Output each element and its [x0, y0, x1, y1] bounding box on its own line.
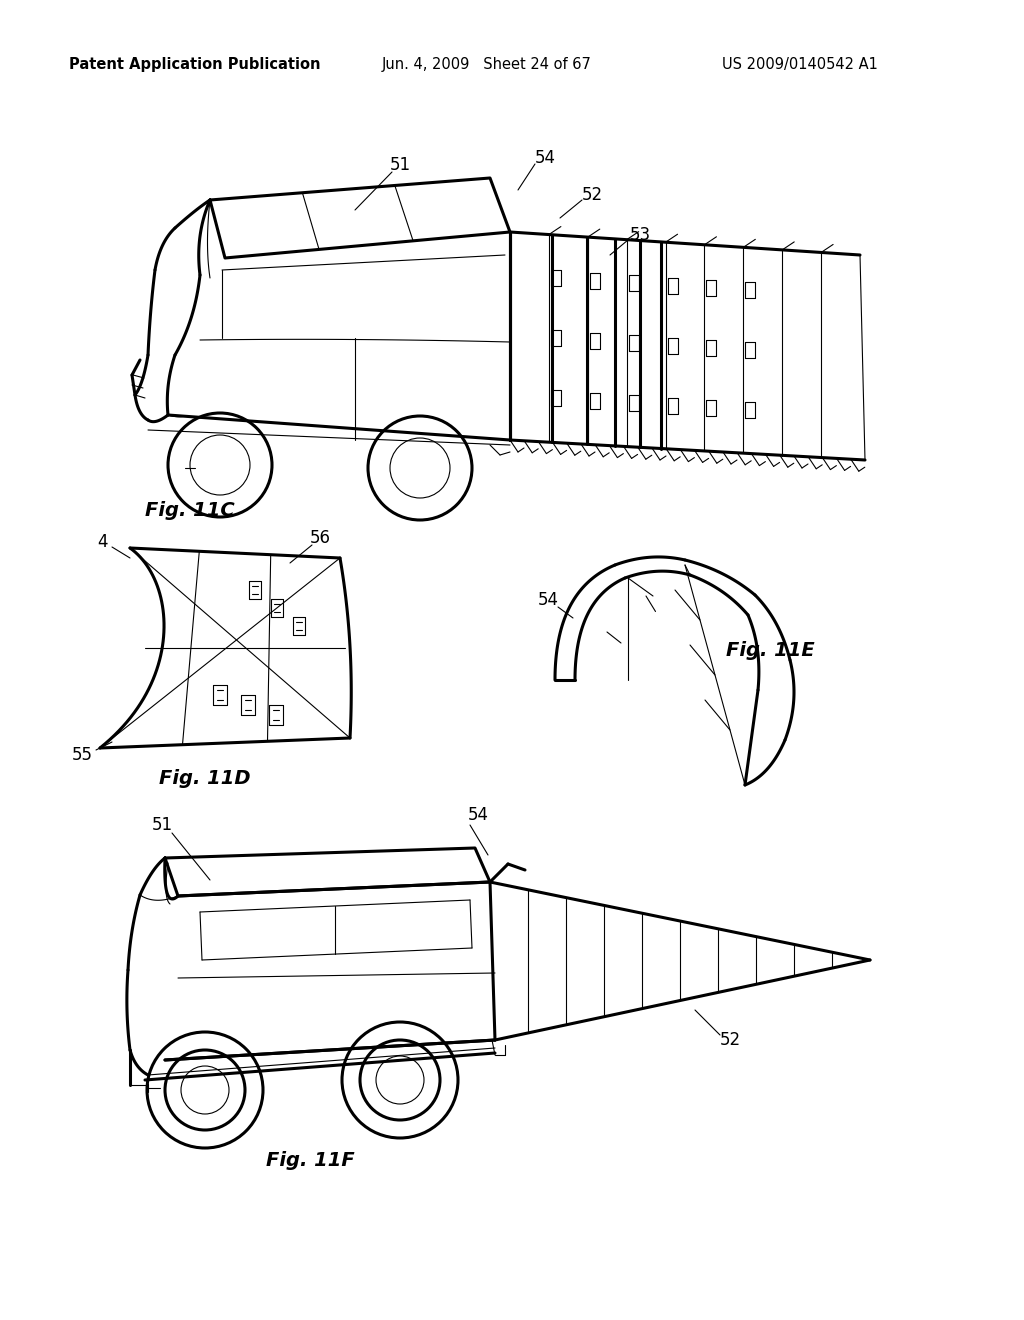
Text: 52: 52	[720, 1031, 740, 1049]
Text: Fig. 11D: Fig. 11D	[159, 768, 251, 788]
Text: 54: 54	[468, 807, 488, 824]
Text: US 2009/0140542 A1: US 2009/0140542 A1	[722, 58, 878, 73]
Text: 4: 4	[96, 533, 108, 550]
Text: 56: 56	[309, 529, 331, 546]
Text: 55: 55	[72, 746, 92, 764]
Text: 51: 51	[389, 156, 411, 174]
Text: Fig. 11C: Fig. 11C	[145, 500, 234, 520]
Text: Jun. 4, 2009   Sheet 24 of 67: Jun. 4, 2009 Sheet 24 of 67	[382, 58, 592, 73]
Text: 54: 54	[535, 149, 555, 168]
Text: Patent Application Publication: Patent Application Publication	[70, 58, 321, 73]
Text: Fig. 11F: Fig. 11F	[265, 1151, 354, 1170]
Text: 54: 54	[538, 591, 558, 609]
Text: 53: 53	[630, 226, 650, 244]
Text: 52: 52	[582, 186, 602, 205]
Text: Fig. 11E: Fig. 11E	[726, 640, 814, 660]
Text: 51: 51	[152, 816, 173, 834]
